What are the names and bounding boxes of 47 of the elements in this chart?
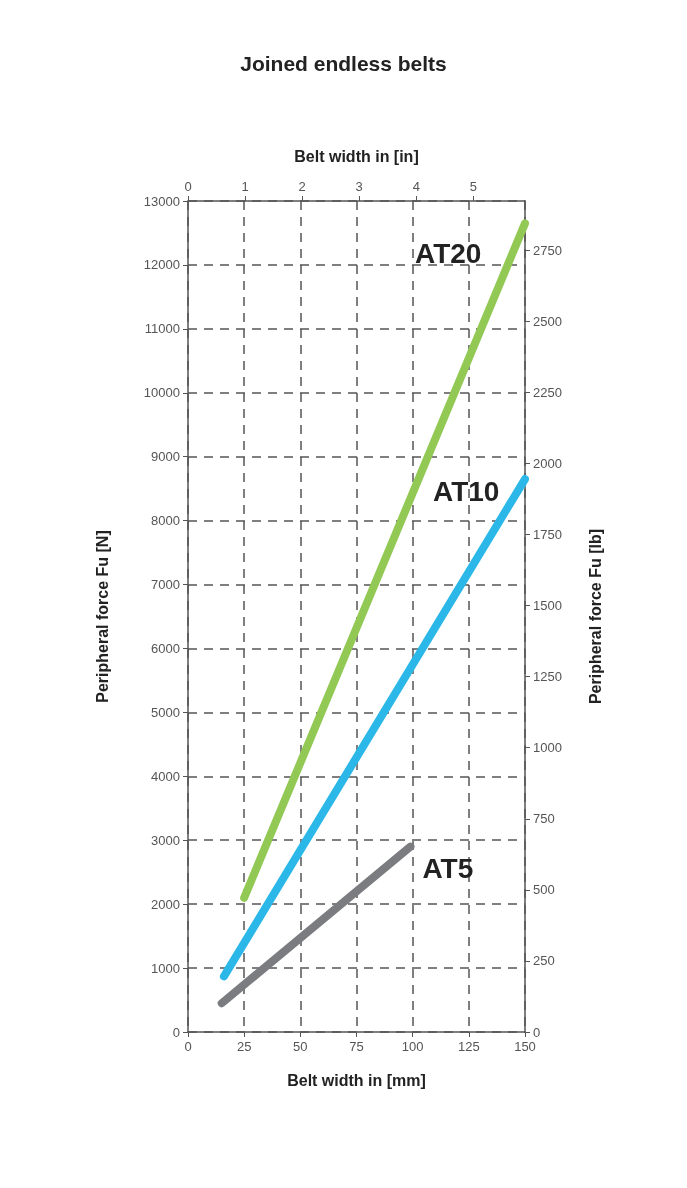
y2-tick-label: 1500: [533, 598, 562, 614]
y2-tick-label: 0: [533, 1024, 541, 1040]
y-tick-label: 9000: [151, 449, 180, 465]
x-tick-label: 100: [401, 1039, 424, 1054]
y2-tick-label: 250: [533, 953, 555, 969]
x-tick-label: 50: [293, 1039, 308, 1054]
y-tick-label: 13000: [143, 193, 180, 209]
y2-axis-title: Peripheral force Fu [lb]: [586, 528, 604, 705]
x2-tick-label: 2: [298, 179, 306, 194]
y-tick-label: 3000: [151, 832, 180, 848]
y-tick-label: 8000: [151, 513, 180, 529]
series-label: AT20: [415, 237, 482, 269]
y-tick-label: 2000: [151, 896, 180, 912]
y-tick-label: 6000: [151, 640, 180, 656]
y2-tick-label: 2750: [533, 242, 562, 258]
y-tick-label: 7000: [151, 577, 180, 593]
y-tick-label: 4000: [151, 768, 180, 784]
y-tick-label: 11000: [144, 321, 180, 337]
y2-tick-label: 2000: [533, 455, 562, 471]
y2-tick-label: 1750: [533, 526, 562, 542]
x-axis-title: Belt width in [mm]: [287, 1071, 426, 1089]
y-tick-label: 0: [172, 1024, 180, 1040]
y2-tick-label: 1000: [533, 740, 562, 756]
x-tick-label: 0: [184, 1039, 192, 1054]
y2-tick-label: 750: [533, 811, 555, 827]
x-tick-label: 125: [457, 1039, 480, 1054]
x2-tick-label: 0: [184, 179, 192, 194]
chart-title: Joined endless belts: [240, 52, 447, 75]
series-label: AT10: [433, 475, 500, 507]
y2-tick-label: 500: [533, 882, 555, 898]
x2-tick-label: 1: [241, 179, 249, 194]
y2-tick-label: 2250: [533, 384, 562, 400]
x2-tick-label: 3: [355, 179, 363, 194]
y-axis-title: Peripheral force Fu [N]: [93, 530, 111, 703]
y2-tick-label: 2500: [533, 313, 562, 329]
x2-tick-label: 4: [412, 179, 420, 194]
x2-tick-label: 5: [469, 179, 477, 194]
y2-tick-label: 1250: [533, 669, 562, 685]
x-tick-label: 150: [514, 1039, 536, 1054]
x2-axis-title: Belt width in [in]: [294, 147, 419, 165]
x-tick-label: 75: [349, 1039, 364, 1054]
y-tick-label: 12000: [143, 257, 180, 273]
y-tick-label: 10000: [143, 385, 180, 401]
series-label: AT5: [422, 853, 474, 885]
y-tick-label: 5000: [151, 704, 180, 720]
x-tick-label: 25: [236, 1039, 252, 1054]
y-tick-label: 1000: [151, 960, 180, 976]
